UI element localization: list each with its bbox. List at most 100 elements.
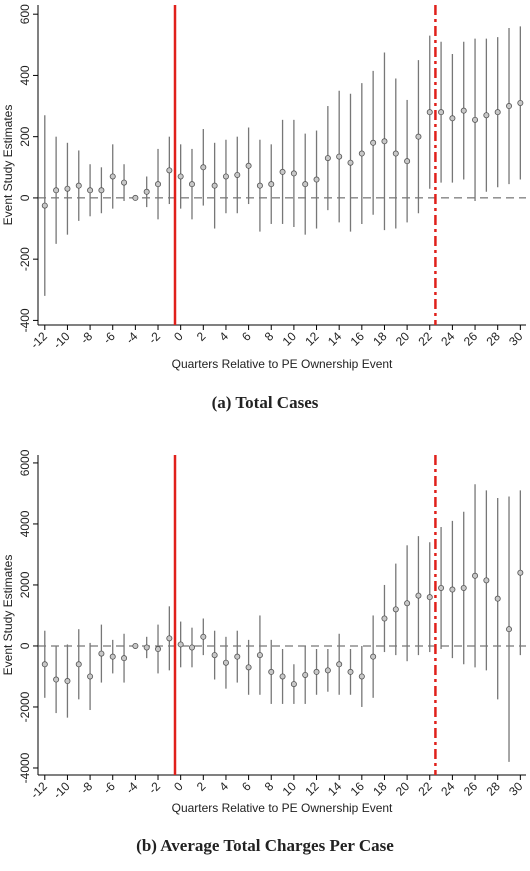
point xyxy=(132,642,139,649)
x-tick-label: 2 xyxy=(194,779,209,794)
point xyxy=(166,167,173,174)
point xyxy=(506,626,513,633)
x-tick-label: 10 xyxy=(280,779,300,799)
point xyxy=(245,162,252,169)
point xyxy=(256,652,263,659)
x-tick-label: 24 xyxy=(438,779,458,799)
point xyxy=(460,107,467,114)
y-tick-label: 4000 xyxy=(18,510,32,537)
x-tick-label: 26 xyxy=(461,779,481,799)
point xyxy=(268,668,275,675)
caption: (b) Average Total Charges Per Case xyxy=(136,836,394,855)
point xyxy=(472,116,479,123)
point xyxy=(222,173,229,180)
point xyxy=(279,673,286,680)
x-tick-label: 12 xyxy=(302,779,322,799)
x-tick-label: 26 xyxy=(461,329,481,349)
y-tick-label: -400 xyxy=(18,308,32,332)
y-axis-title: Event Study Estimates xyxy=(1,105,15,226)
point xyxy=(177,173,184,180)
x-tick-label: -2 xyxy=(146,779,164,797)
point xyxy=(302,181,309,188)
point xyxy=(245,664,252,671)
x-tick-label: -4 xyxy=(123,329,141,347)
point xyxy=(256,182,263,189)
x-tick-label: 22 xyxy=(416,779,436,799)
point xyxy=(370,653,377,660)
point xyxy=(438,585,445,592)
x-tick-label: -2 xyxy=(146,329,164,347)
point xyxy=(268,181,275,188)
point xyxy=(483,577,490,584)
point xyxy=(313,668,320,675)
point xyxy=(449,115,456,122)
point xyxy=(483,112,490,119)
point xyxy=(358,150,365,157)
x-tick-label: 18 xyxy=(370,779,390,799)
point xyxy=(460,585,467,592)
x-tick-label: 6 xyxy=(239,779,254,794)
x-axis-title: Quarters Relative to PE Ownership Event xyxy=(172,801,393,815)
x-tick-label: 16 xyxy=(348,329,368,349)
y-tick-label: 2000 xyxy=(18,571,32,598)
point xyxy=(438,109,445,116)
x-tick-label: 20 xyxy=(393,779,413,799)
point xyxy=(494,109,501,116)
point xyxy=(143,644,150,651)
point xyxy=(222,659,229,666)
point xyxy=(143,188,150,195)
point xyxy=(211,652,218,659)
point xyxy=(472,572,479,579)
x-axis-title: Quarters Relative to PE Ownership Event xyxy=(172,357,393,371)
point xyxy=(98,187,105,194)
point xyxy=(392,606,399,613)
x-tick-label: 30 xyxy=(506,779,526,799)
point xyxy=(75,661,82,668)
point xyxy=(53,676,60,683)
point xyxy=(41,661,48,668)
point xyxy=(53,187,60,194)
x-tick-label: 28 xyxy=(483,329,503,349)
x-tick-label: 12 xyxy=(302,329,322,349)
x-tick-label: -8 xyxy=(78,329,96,347)
x-tick-label: 4 xyxy=(216,779,231,794)
point xyxy=(449,586,456,593)
y-tick-label: 200 xyxy=(18,126,32,146)
point xyxy=(188,181,195,188)
point xyxy=(415,133,422,140)
x-tick-label: 28 xyxy=(483,779,503,799)
y-tick-label: 0 xyxy=(18,642,32,649)
x-tick-label: 10 xyxy=(280,329,300,349)
point xyxy=(121,655,128,662)
point xyxy=(234,171,241,178)
x-tick-label: -10 xyxy=(50,779,72,801)
x-tick-label: -8 xyxy=(78,779,96,797)
point xyxy=(517,569,524,576)
point xyxy=(404,158,411,165)
point xyxy=(415,592,422,599)
point xyxy=(404,600,411,607)
x-tick-label: 6 xyxy=(239,329,254,344)
x-tick-label: -6 xyxy=(100,329,118,347)
point xyxy=(87,673,94,680)
point xyxy=(41,202,48,209)
x-tick-label: -4 xyxy=(123,779,141,797)
y-tick-label: 6000 xyxy=(18,449,32,476)
x-tick-label: 22 xyxy=(416,329,436,349)
x-tick-label: 0 xyxy=(171,329,186,344)
x-tick-label: 30 xyxy=(506,329,526,349)
point xyxy=(381,615,388,622)
point xyxy=(64,185,71,192)
x-tick-label: 2 xyxy=(194,329,209,344)
point xyxy=(494,595,501,602)
point xyxy=(290,170,297,177)
point xyxy=(392,150,399,157)
point xyxy=(426,594,433,601)
caption: (a) Total Cases xyxy=(212,393,319,412)
point xyxy=(517,99,524,106)
x-tick-label: 14 xyxy=(325,779,345,799)
y-tick-label: -200 xyxy=(18,247,32,271)
point xyxy=(426,109,433,116)
y-tick-label: 600 xyxy=(18,4,32,24)
